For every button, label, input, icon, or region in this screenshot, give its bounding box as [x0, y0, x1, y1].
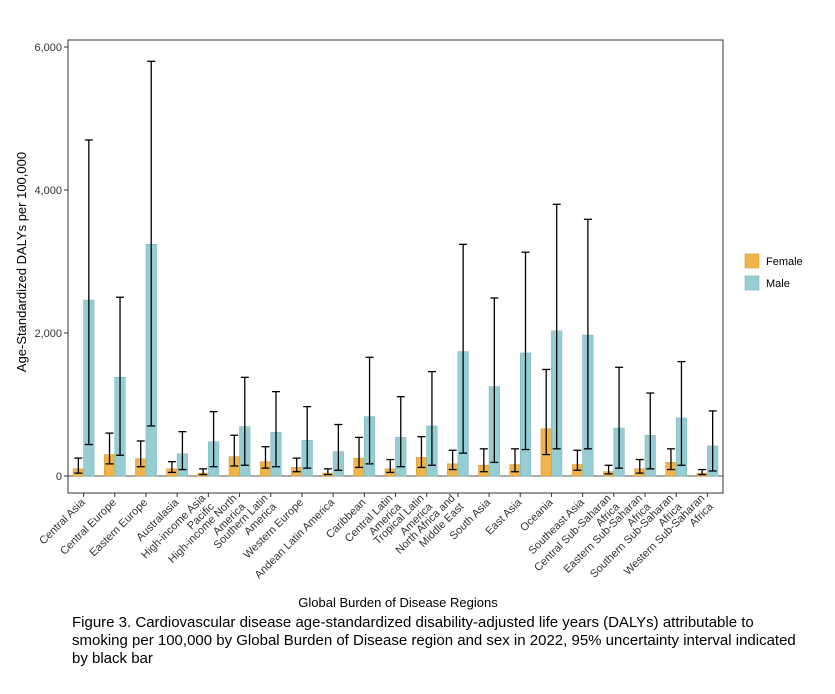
y-tick-label: 4,000 — [34, 185, 62, 197]
error-bars-layer — [74, 60, 717, 476]
female-error-bar — [635, 458, 644, 474]
female-error-bar — [448, 449, 457, 471]
male-error-bar — [271, 390, 280, 468]
male-error-bar — [147, 60, 156, 427]
male-error-bar — [427, 370, 436, 466]
legend-male-label: Male — [766, 278, 790, 290]
x-axis-title: Global Burden of Disease Regions — [298, 595, 498, 610]
female-error-bar — [199, 468, 208, 476]
female-error-bar — [479, 448, 488, 473]
female-error-bar — [386, 458, 395, 474]
female-error-bar — [417, 436, 426, 469]
legend-female-label: Female — [766, 256, 803, 268]
male-error-bar — [459, 243, 468, 454]
male-error-bar — [303, 405, 312, 469]
plot-frame — [67, 39, 724, 494]
y-tick-label: 2,000 — [34, 328, 62, 340]
legend-male-swatch — [744, 275, 760, 291]
x-tick-label-line: Central Europe — [58, 497, 119, 558]
male-error-bar — [490, 297, 499, 464]
female-error-bar — [136, 440, 145, 468]
female-error-bar — [105, 432, 114, 465]
male-error-bar — [334, 423, 343, 471]
female-error-bar — [261, 446, 270, 469]
male-error-bar — [646, 392, 655, 470]
female-error-bar — [604, 464, 613, 475]
male-error-bar — [396, 395, 405, 468]
female-error-bar — [511, 448, 520, 473]
male-error-bar — [116, 296, 125, 456]
male-error-bar — [583, 218, 592, 450]
female-error-bar — [292, 457, 301, 473]
female-error-bar — [167, 461, 176, 474]
male-error-bar — [552, 203, 561, 450]
female-error-bar — [230, 434, 239, 467]
male-error-bar — [84, 139, 93, 446]
male-error-bar — [365, 356, 374, 465]
y-tick-label: 6,000 — [34, 42, 62, 54]
figure-caption: Figure 3. Cardiovascular disease age-sta… — [72, 614, 796, 667]
male-error-bar — [240, 376, 249, 466]
x-tick-label: Central Europe — [58, 497, 119, 558]
male-error-bar — [677, 360, 686, 466]
female-error-bar — [323, 468, 332, 476]
male-error-bar — [615, 366, 624, 469]
bars-layer — [68, 244, 723, 477]
male-error-bar — [178, 431, 187, 471]
y-axis: 0 2,000 4,000 6,000 — [34, 42, 68, 483]
male-error-bar — [521, 251, 530, 451]
legend: Female Male — [744, 253, 803, 291]
y-tick-label: 0 — [56, 471, 62, 483]
male-error-bar — [209, 410, 218, 468]
female-error-bar — [666, 448, 675, 471]
female-error-bar — [698, 468, 707, 476]
female-error-bar — [542, 368, 551, 456]
female-error-bar — [355, 436, 364, 469]
female-error-bar — [573, 449, 582, 471]
y-axis-title: Age-Standardized DALYs per 100,000 — [14, 152, 29, 372]
male-error-bar — [708, 410, 717, 472]
female-error-bar — [74, 457, 83, 474]
legend-female-swatch — [744, 253, 760, 269]
